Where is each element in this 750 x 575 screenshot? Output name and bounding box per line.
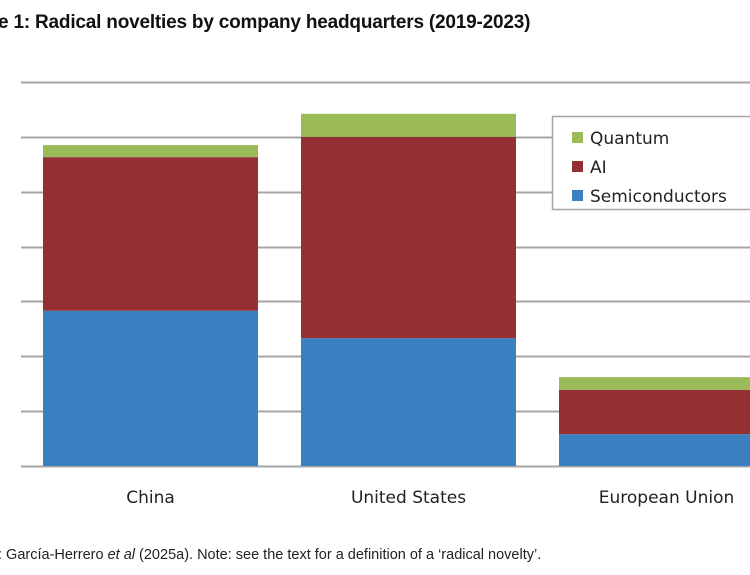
x-axis-labels: China United States European Union	[126, 488, 734, 508]
bars	[43, 113, 750, 466]
bar-segment-quantum	[43, 145, 258, 158]
x-tick-label: European Union	[599, 488, 735, 508]
bar-stack-united-states	[301, 113, 516, 466]
legend-swatch	[572, 161, 583, 172]
bar-segment-quantum	[301, 113, 516, 137]
legend-item-ai: AI	[572, 158, 607, 178]
source-italic: et al	[107, 547, 136, 563]
legend-item-semiconductors: Semiconductors	[572, 187, 727, 207]
legend-label: AI	[590, 158, 607, 178]
source-suffix: (2025a). Note: see the text for a defini…	[135, 547, 542, 563]
bar-stack-china	[43, 145, 258, 466]
x-tick-label: United States	[351, 488, 466, 508]
source-note: : García-Herrero et al (2025a). Note: se…	[0, 547, 541, 563]
bar-stack-european-union	[559, 377, 750, 466]
legend: Quantum AI Semiconductors	[551, 115, 750, 211]
legend-label: Semiconductors	[590, 187, 727, 207]
bar-segment-ai	[559, 389, 750, 435]
bar-segment-semiconductors	[559, 434, 750, 466]
figure-title: e 1: Radical novelties by company headqu…	[0, 12, 531, 33]
legend-label: Quantum	[590, 129, 669, 149]
x-tick-label: China	[126, 488, 175, 508]
legend-box	[551, 115, 750, 211]
legend-swatch	[572, 132, 583, 143]
bar-segment-ai	[301, 136, 516, 339]
legend-swatch	[572, 190, 583, 201]
bar-segment-ai	[43, 157, 258, 311]
source-prefix: : García-Herrero	[0, 547, 108, 563]
legend-item-quantum: Quantum	[572, 129, 669, 149]
bar-segment-semiconductors	[43, 310, 258, 466]
bar-segment-semiconductors	[301, 338, 516, 466]
bar-segment-quantum	[559, 377, 750, 390]
